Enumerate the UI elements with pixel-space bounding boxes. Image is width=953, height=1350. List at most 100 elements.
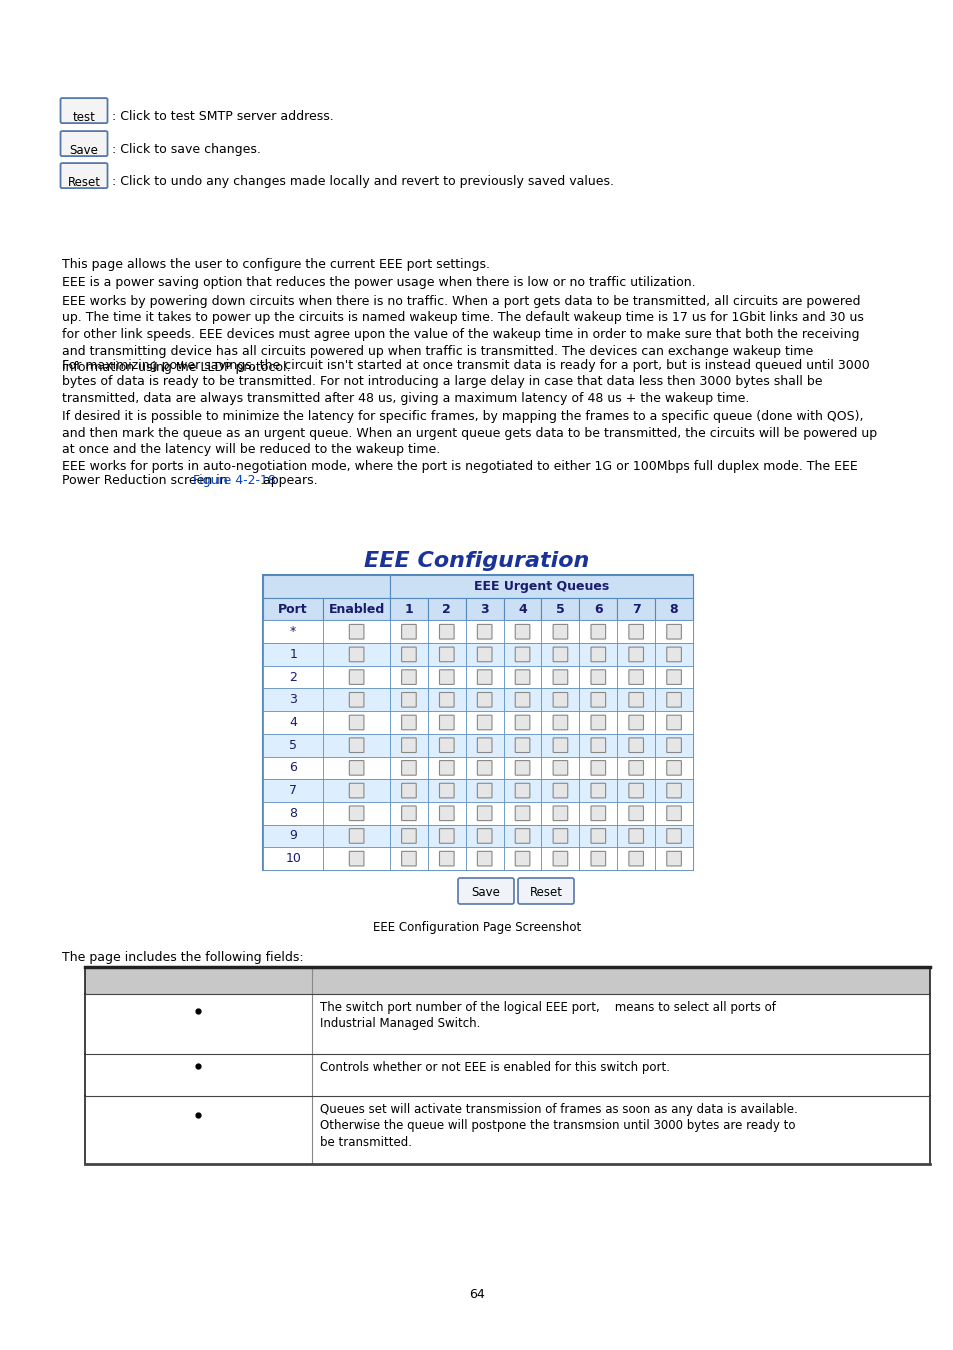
FancyBboxPatch shape: [590, 760, 605, 775]
FancyBboxPatch shape: [439, 829, 454, 844]
Text: 4: 4: [289, 716, 296, 729]
FancyBboxPatch shape: [439, 852, 454, 865]
Bar: [427, 666, 465, 688]
FancyBboxPatch shape: [349, 783, 363, 798]
FancyBboxPatch shape: [349, 852, 363, 865]
Bar: [578, 825, 617, 848]
FancyBboxPatch shape: [553, 760, 567, 775]
Bar: [427, 802, 465, 825]
FancyBboxPatch shape: [666, 783, 680, 798]
FancyBboxPatch shape: [590, 829, 605, 844]
Text: 6: 6: [594, 602, 602, 616]
FancyBboxPatch shape: [349, 806, 363, 821]
Bar: [323, 756, 390, 779]
Bar: [655, 711, 692, 734]
Text: Controls whether or not EEE is enabled for this switch port.: Controls whether or not EEE is enabled f…: [319, 1061, 669, 1075]
FancyBboxPatch shape: [439, 647, 454, 662]
FancyBboxPatch shape: [349, 829, 363, 844]
Bar: [263, 756, 323, 779]
Bar: [617, 598, 655, 621]
Bar: [390, 575, 692, 598]
FancyBboxPatch shape: [590, 716, 605, 730]
Bar: [503, 825, 541, 848]
FancyBboxPatch shape: [476, 716, 492, 730]
FancyBboxPatch shape: [590, 852, 605, 865]
FancyBboxPatch shape: [515, 647, 529, 662]
Bar: [617, 621, 655, 643]
FancyBboxPatch shape: [401, 806, 416, 821]
Bar: [427, 621, 465, 643]
Bar: [323, 666, 390, 688]
Text: Port: Port: [278, 602, 308, 616]
FancyBboxPatch shape: [628, 852, 643, 865]
FancyBboxPatch shape: [476, 670, 492, 684]
Bar: [323, 802, 390, 825]
FancyBboxPatch shape: [666, 693, 680, 707]
Bar: [427, 825, 465, 848]
FancyBboxPatch shape: [553, 829, 567, 844]
Text: Save: Save: [471, 886, 500, 899]
Bar: [390, 734, 427, 756]
FancyBboxPatch shape: [439, 716, 454, 730]
FancyBboxPatch shape: [666, 625, 680, 639]
Text: Save: Save: [70, 143, 98, 157]
FancyBboxPatch shape: [439, 738, 454, 752]
Text: 5: 5: [289, 738, 296, 752]
Text: EEE Configuration Page Screenshot: EEE Configuration Page Screenshot: [373, 921, 580, 934]
Bar: [427, 711, 465, 734]
Bar: [578, 621, 617, 643]
Text: 7: 7: [289, 784, 296, 796]
FancyBboxPatch shape: [439, 783, 454, 798]
Bar: [323, 825, 390, 848]
Bar: [427, 598, 465, 621]
Bar: [323, 598, 390, 621]
FancyBboxPatch shape: [515, 760, 529, 775]
Text: test: test: [72, 111, 95, 124]
Text: 10: 10: [285, 852, 301, 865]
FancyBboxPatch shape: [553, 693, 567, 707]
FancyBboxPatch shape: [476, 760, 492, 775]
Bar: [541, 643, 578, 666]
Text: The switch port number of the logical EEE port,    means to select all ports of
: The switch port number of the logical EE…: [319, 1000, 775, 1030]
Text: 9: 9: [289, 829, 296, 842]
Text: 1: 1: [404, 602, 413, 616]
Text: 2: 2: [289, 671, 296, 683]
Bar: [655, 802, 692, 825]
Bar: [617, 848, 655, 869]
Bar: [465, 825, 503, 848]
Bar: [541, 734, 578, 756]
Bar: [390, 666, 427, 688]
FancyBboxPatch shape: [515, 806, 529, 821]
FancyBboxPatch shape: [628, 625, 643, 639]
FancyBboxPatch shape: [401, 783, 416, 798]
FancyBboxPatch shape: [628, 716, 643, 730]
Bar: [578, 666, 617, 688]
Bar: [465, 598, 503, 621]
FancyBboxPatch shape: [628, 829, 643, 844]
FancyBboxPatch shape: [60, 131, 108, 157]
Bar: [578, 688, 617, 711]
FancyBboxPatch shape: [401, 647, 416, 662]
Bar: [390, 779, 427, 802]
Bar: [390, 848, 427, 869]
FancyBboxPatch shape: [590, 806, 605, 821]
Bar: [465, 756, 503, 779]
Bar: [427, 734, 465, 756]
Text: 64: 64: [469, 1288, 484, 1301]
Bar: [503, 802, 541, 825]
Bar: [655, 598, 692, 621]
Bar: [503, 779, 541, 802]
Bar: [617, 825, 655, 848]
Bar: [263, 825, 323, 848]
Bar: [323, 779, 390, 802]
FancyBboxPatch shape: [590, 670, 605, 684]
FancyBboxPatch shape: [666, 670, 680, 684]
Bar: [541, 666, 578, 688]
Bar: [617, 711, 655, 734]
FancyBboxPatch shape: [476, 693, 492, 707]
Text: EEE works by powering down circuits when there is no traffic. When a port gets d: EEE works by powering down circuits when…: [62, 296, 863, 374]
Bar: [263, 802, 323, 825]
Bar: [541, 598, 578, 621]
FancyBboxPatch shape: [590, 693, 605, 707]
Text: 1: 1: [289, 648, 296, 662]
